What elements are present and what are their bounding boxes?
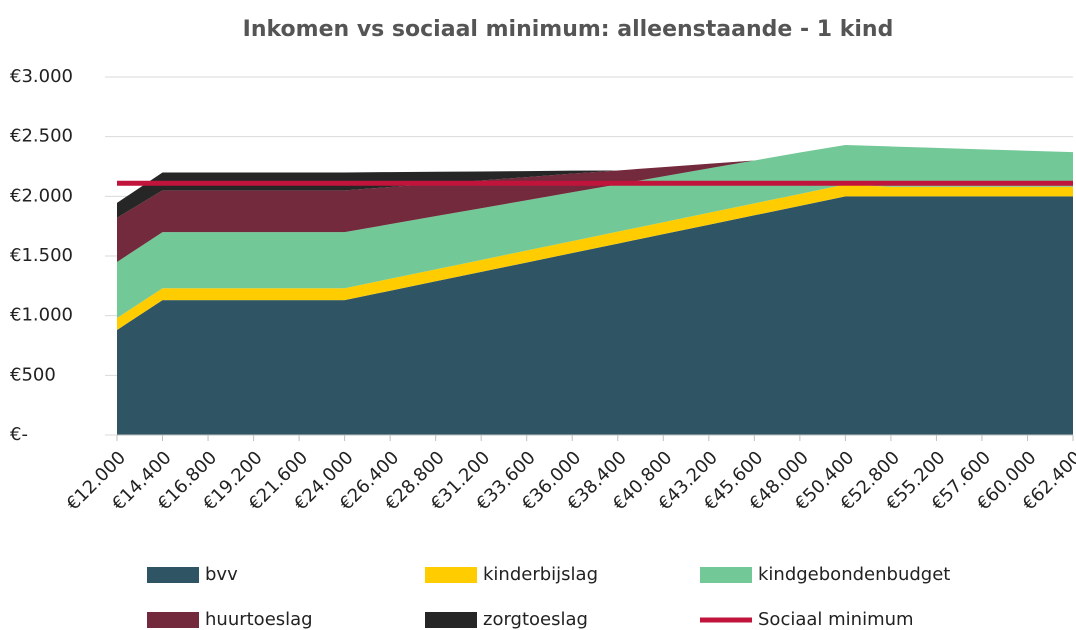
legend-label: huurtoeslag <box>205 609 313 630</box>
legend-label: Sociaal minimum <box>758 609 914 630</box>
y-tick-label: €500 <box>10 364 56 385</box>
legend-swatch <box>425 567 477 583</box>
legend-swatch <box>425 612 477 628</box>
legend-swatch <box>147 612 199 628</box>
legend-swatch <box>700 567 752 583</box>
y-tick-label: €3.000 <box>10 66 73 87</box>
chart-title: Inkomen vs sociaal minimum: alleenstaand… <box>243 17 894 42</box>
legend-swatch <box>147 567 199 583</box>
y-tick-label: €2.500 <box>10 126 73 147</box>
y-tick-label: €1.500 <box>10 245 73 266</box>
legend-label: bvv <box>205 564 238 585</box>
area <box>117 184 1073 330</box>
y-tick-label: €2.000 <box>10 185 73 206</box>
legend-label: kindgebondenbudget <box>758 564 950 585</box>
y-tick-label: €- <box>10 424 28 445</box>
area <box>117 196 1073 435</box>
legend-label: zorgtoeslag <box>483 609 588 630</box>
legend-label: kinderbijslag <box>483 564 598 585</box>
y-tick-label: €1.000 <box>10 305 73 326</box>
area <box>117 145 1073 319</box>
area <box>117 145 1073 262</box>
